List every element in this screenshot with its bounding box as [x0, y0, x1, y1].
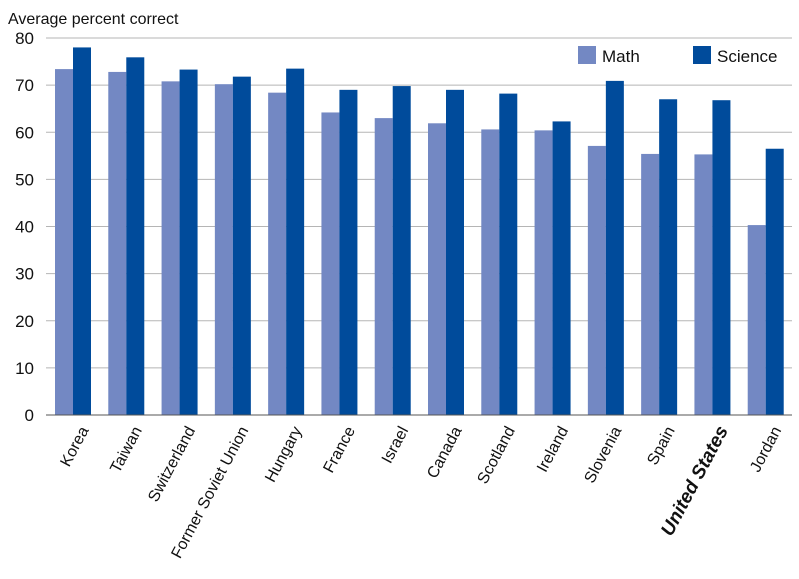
- y-tick-label: 20: [15, 312, 34, 331]
- bar-science-slovenia: [605, 80, 624, 415]
- legend-label-math: Math: [602, 47, 640, 66]
- legend: Math Science: [578, 46, 777, 66]
- bar-math-korea: [55, 69, 73, 415]
- bar-science-ireland: [552, 121, 571, 415]
- category-label: Scotland: [475, 424, 519, 487]
- bar-science-spain: [659, 99, 678, 415]
- category-label: Spain: [644, 424, 678, 468]
- bar-science-switzerland: [179, 69, 198, 415]
- bar-science-hungary: [286, 68, 305, 415]
- bar-math-scotland: [481, 129, 500, 416]
- bar-math-former-soviet-union: [214, 84, 233, 416]
- legend-label-science: Science: [717, 47, 777, 66]
- y-tick-label: 50: [15, 170, 34, 189]
- y-tick-label: 0: [25, 406, 34, 425]
- bar-science-israel: [392, 86, 411, 415]
- y-tick-label: 60: [15, 123, 34, 142]
- bar-math-ireland: [534, 130, 553, 416]
- category-label: Jordan: [747, 424, 785, 475]
- y-tick-label: 40: [15, 218, 34, 237]
- y-tick-label: 80: [15, 29, 34, 48]
- category-label: Israel: [379, 424, 412, 467]
- bar-math-taiwan: [108, 71, 127, 416]
- legend-swatch-science: [693, 46, 711, 64]
- y-axis-title: Average percent correct: [8, 11, 179, 28]
- category-label: Slovenia: [582, 424, 626, 486]
- category-label: France: [321, 424, 359, 476]
- bar-math-canada: [428, 123, 446, 415]
- bar-science-united-states: [712, 100, 731, 415]
- category-label: Hungary: [262, 424, 305, 485]
- bar-math-slovenia: [587, 145, 606, 415]
- y-tick-labels: 0 10 20 30 40 50 60 70 80: [15, 29, 34, 425]
- bar-math-hungary: [268, 92, 287, 415]
- bar-science-scotland: [499, 93, 518, 416]
- category-label: Korea: [57, 424, 92, 470]
- category-label: Taiwan: [107, 424, 145, 476]
- category-label: Switzerland: [145, 424, 199, 505]
- bar-math-israel: [374, 118, 393, 416]
- category-label: Ireland: [534, 424, 572, 475]
- y-tick-label: 70: [15, 76, 34, 95]
- bar-science-jordan: [765, 148, 784, 415]
- legend-swatch-math: [578, 46, 596, 64]
- bar-science-canada: [446, 89, 464, 416]
- bar-science-korea: [73, 47, 91, 416]
- y-tick-label: 10: [15, 359, 34, 378]
- bar-science-taiwan: [126, 57, 145, 415]
- bar-science-former-soviet-union: [232, 76, 251, 415]
- bar-math-france: [321, 112, 340, 416]
- category-label: Canada: [424, 424, 465, 482]
- bar-math-switzerland: [161, 81, 180, 415]
- bar-math-jordan: [747, 225, 766, 415]
- gridlines: [46, 37, 792, 369]
- bar-math-spain: [641, 153, 660, 416]
- bar-math-united-states: [694, 154, 713, 415]
- bars: [55, 47, 784, 416]
- y-tick-label: 30: [15, 265, 34, 284]
- bar-science-france: [339, 89, 358, 416]
